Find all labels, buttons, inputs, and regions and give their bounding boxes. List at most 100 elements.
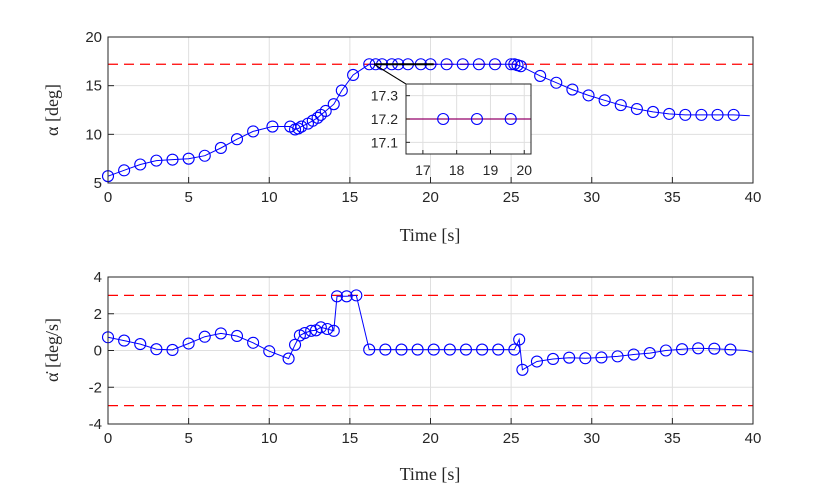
alpha-dot-data-point	[321, 322, 334, 336]
alpha-data-point	[440, 58, 453, 71]
alpha-data-point	[166, 153, 179, 166]
alpha-dot-data-point	[659, 344, 672, 357]
alpha-dot-y-tick-label: 0	[94, 343, 102, 360]
alpha-data-point	[630, 102, 643, 116]
alpha-y-tick-label: 20	[85, 29, 102, 46]
alpha-data-point	[150, 154, 163, 167]
alpha-dot-data-point	[508, 343, 521, 356]
inset-data-point	[470, 112, 483, 126]
alpha-dot-x-tick-label: 30	[583, 430, 600, 447]
alpha-dot-data-point	[546, 352, 560, 366]
alpha-dot-data-point	[492, 343, 505, 356]
alpha-dot-data-point	[379, 343, 392, 356]
alpha-dot-x-tick-label: 0	[104, 430, 112, 447]
alpha-dot-data-point	[282, 352, 295, 365]
alpha-data-point	[505, 58, 518, 71]
alpha-data-point	[695, 108, 708, 121]
alpha-dot-y-label: α̇ [deg/s]	[42, 318, 62, 382]
alpha-x-tick-label: 5	[184, 189, 192, 206]
inset-y-tick-label: 17.3	[371, 88, 398, 104]
inset-leader-line	[373, 63, 407, 85]
alpha-dot-data-point	[263, 345, 276, 358]
alpha-x-tick-label: 0	[104, 189, 112, 206]
alpha-dot-data-point	[340, 290, 353, 303]
alpha-dot-data-point	[476, 343, 489, 356]
alpha-dot-data-point	[724, 343, 737, 356]
alpha-data-point	[319, 104, 332, 118]
zoom-inset: 17 18 19 20 17.1 17.2 17.3	[371, 63, 532, 178]
alpha-data-point	[214, 141, 227, 155]
alpha-dot-data-point	[708, 342, 721, 355]
alpha-dot-x-tick-label: 40	[745, 430, 762, 447]
alpha-y-ticks: 5 10 15 20	[85, 29, 114, 192]
alpha-dot-data-point	[427, 343, 440, 356]
alpha-x-tick-label: 20	[422, 189, 439, 206]
alpha-dot-data-point	[150, 343, 163, 356]
alpha-data-point	[646, 105, 660, 118]
alpha-dot-data-point	[298, 326, 311, 340]
alpha-dot-data-point	[692, 342, 705, 355]
alpha-dot-data-point	[327, 324, 340, 337]
alpha-dot-data-point	[395, 343, 408, 356]
inset-data-point	[437, 112, 450, 126]
alpha-dot-grid	[107, 276, 754, 425]
alpha-dot-axes: 0 5 10 15 20 25 30 35 40 -4 -2 0 2 4 Time [s] α̇ [de…	[42, 269, 761, 484]
alpha-data-point	[514, 60, 527, 73]
alpha-dot-data-point	[579, 352, 592, 365]
alpha-dot-data-point	[627, 348, 640, 361]
alpha-dot-series-line	[107, 294, 754, 371]
alpha-dot-data-point	[675, 343, 689, 356]
alpha-data-point	[347, 68, 360, 82]
inset-y-ticks: 17.1 17.2 17.3	[371, 88, 410, 150]
alpha-dot-data-point	[459, 343, 473, 356]
alpha-data-point	[582, 89, 595, 102]
alpha-dot-data-point	[118, 334, 131, 347]
alpha-y-tick-label: 10	[85, 126, 102, 143]
inset-x-tick-label: 20	[516, 162, 532, 178]
alpha-series	[101, 58, 750, 183]
alpha-dot-data-point	[214, 327, 227, 340]
alpha-dot-data-point	[516, 363, 529, 376]
inset-x-tick-label: 18	[449, 162, 465, 178]
alpha-dot-y-tick-label: 2	[94, 306, 102, 323]
alpha-dot-data-point	[513, 333, 526, 346]
alpha-data-point	[614, 99, 627, 112]
alpha-data-point	[566, 83, 579, 96]
alpha-dot-y-tick-label: 4	[94, 269, 102, 286]
alpha-data-point	[292, 122, 305, 135]
inset-y-tick-label: 17.1	[371, 134, 398, 150]
alpha-data-point	[663, 107, 676, 120]
alpha-y-tick-label: 5	[94, 175, 102, 192]
alpha-data-point	[488, 58, 502, 71]
inset-data-point	[504, 112, 517, 126]
alpha-x-tick-label: 15	[342, 189, 359, 206]
alpha-dot-data-point	[314, 321, 327, 334]
alpha-dot-x-ticks: 0 5 10 15 20 25 30 35 40	[104, 418, 762, 447]
alpha-dot-x-label: Time [s]	[400, 464, 461, 484]
alpha-x-tick-label: 40	[745, 189, 762, 206]
alpha-data-point	[550, 76, 563, 89]
alpha-data-point	[327, 98, 340, 111]
alpha-dot-data-point	[288, 338, 302, 351]
alpha-dot-data-point	[198, 330, 211, 343]
alpha-x-label: Time [s]	[400, 225, 461, 245]
alpha-data-point	[247, 125, 260, 138]
alpha-dot-limit-lines	[108, 294, 753, 407]
alpha-dot-data-point	[350, 289, 363, 302]
alpha-data-point	[534, 69, 547, 82]
alpha-dot-data-point	[166, 343, 179, 356]
alpha-data-point	[472, 58, 485, 71]
alpha-data-point	[230, 133, 244, 146]
alpha-dot-data-point	[134, 338, 147, 351]
alpha-data-point	[266, 120, 279, 133]
alpha-dot-x-tick-label: 20	[422, 430, 439, 447]
alpha-x-tick-label: 35	[664, 189, 681, 206]
inset-x-tick-label: 19	[483, 162, 499, 178]
alpha-data-point	[134, 158, 147, 171]
alpha-dot-data-point	[411, 343, 424, 356]
alpha-dot-x-tick-label: 5	[184, 430, 192, 447]
alpha-dot-data-point	[530, 355, 543, 368]
inset-series	[406, 112, 531, 126]
alpha-dot-y-ticks: -4 -2 0 2 4	[89, 269, 114, 433]
